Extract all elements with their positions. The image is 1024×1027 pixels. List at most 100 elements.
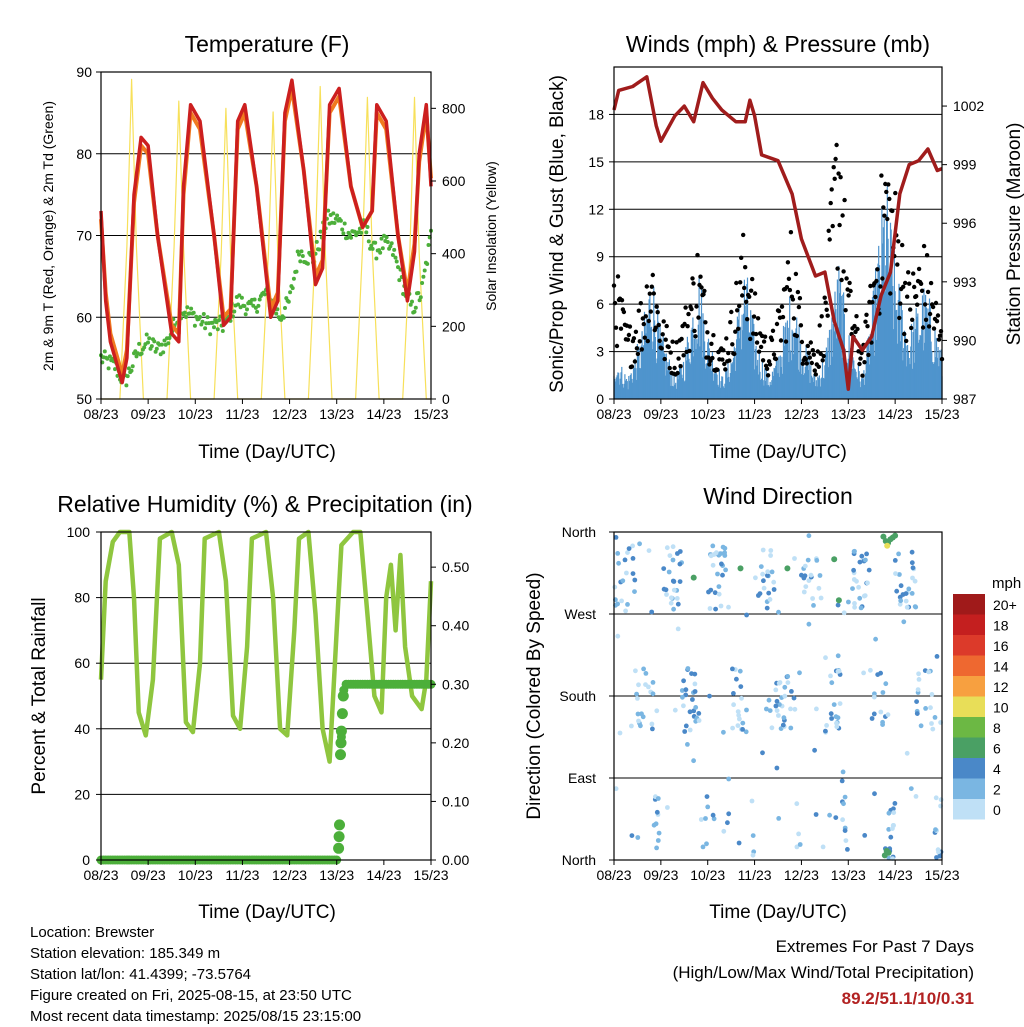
gust-point bbox=[728, 320, 733, 325]
direction-point bbox=[916, 671, 921, 677]
dewpoint-point bbox=[378, 250, 383, 255]
direction-point bbox=[812, 747, 817, 753]
gust-point bbox=[820, 358, 825, 363]
gust-point bbox=[761, 339, 767, 344]
direction-point bbox=[863, 557, 868, 563]
dewpoint-point bbox=[147, 336, 152, 341]
gust-point bbox=[692, 328, 697, 334]
direction-point bbox=[680, 694, 685, 700]
direction-point bbox=[655, 796, 661, 801]
direction-point bbox=[675, 626, 681, 632]
gust-point bbox=[747, 294, 752, 299]
direction-point bbox=[713, 606, 718, 612]
gust-point bbox=[744, 299, 749, 304]
temperature-plot bbox=[99, 78, 433, 400]
direction-point bbox=[918, 723, 924, 729]
gust-point bbox=[741, 232, 746, 238]
gust-point bbox=[734, 280, 739, 286]
gust-point bbox=[841, 269, 846, 274]
colorbar-swatch bbox=[953, 696, 985, 717]
direction-point bbox=[649, 721, 655, 727]
direction-point bbox=[683, 692, 689, 698]
dewpoint-point bbox=[237, 293, 242, 298]
dewpoint-point bbox=[215, 327, 220, 332]
direction-point bbox=[708, 553, 714, 559]
dewpoint-point bbox=[167, 336, 172, 340]
direction-point bbox=[705, 804, 711, 810]
temperature-title: Temperature (F) bbox=[185, 31, 350, 57]
colorbar-label: 14 bbox=[993, 659, 1009, 675]
direction-point bbox=[736, 840, 742, 846]
y-tick-label-right: 0.20 bbox=[442, 735, 469, 751]
gust-point bbox=[650, 272, 655, 278]
dewpoint-point bbox=[105, 356, 110, 361]
gust-point bbox=[914, 294, 919, 299]
gust-point bbox=[812, 368, 817, 373]
x-tick-label: 08/23 bbox=[596, 406, 631, 422]
colorbar-swatch bbox=[953, 758, 985, 779]
y-tick-label: West bbox=[564, 606, 596, 622]
direction-point bbox=[903, 598, 909, 604]
colorbar-swatch bbox=[953, 655, 985, 676]
y-tick-label: 50 bbox=[76, 391, 92, 407]
gust-point bbox=[633, 329, 639, 334]
gust-point bbox=[888, 291, 893, 296]
gust-point bbox=[679, 336, 684, 342]
direction-point-strong bbox=[737, 565, 744, 572]
dewpoint-point bbox=[184, 315, 188, 319]
gust-point bbox=[660, 332, 665, 337]
direction-point bbox=[908, 786, 914, 791]
direction-point bbox=[850, 586, 855, 591]
direction-point bbox=[840, 769, 846, 775]
direction-point bbox=[792, 706, 798, 712]
dewpoint-point bbox=[397, 278, 402, 283]
gust-point bbox=[666, 344, 671, 350]
direction-point bbox=[715, 571, 720, 577]
y-tick-label: 40 bbox=[74, 721, 90, 737]
gust-point bbox=[821, 353, 826, 359]
winds-xlabel: Time (Day/UTC) bbox=[709, 442, 847, 463]
gust-point bbox=[780, 314, 786, 320]
direction-point bbox=[716, 584, 722, 589]
gust-point bbox=[818, 351, 823, 356]
direction-point bbox=[654, 708, 660, 714]
dewpoint-point bbox=[243, 312, 248, 317]
direction-point bbox=[753, 575, 758, 581]
gust-point bbox=[817, 323, 822, 328]
gust-point bbox=[642, 335, 647, 340]
direction-point bbox=[696, 718, 702, 723]
dewpoint-point bbox=[299, 249, 304, 254]
dewpoint-point bbox=[107, 354, 112, 359]
y-tick-label-right: 993 bbox=[953, 274, 977, 290]
gust-point bbox=[816, 364, 821, 369]
gust-point bbox=[621, 309, 627, 315]
direction-point bbox=[862, 833, 868, 838]
gust-point bbox=[924, 253, 930, 258]
x-tick-label: 15/23 bbox=[413, 867, 448, 883]
dewpoint-point bbox=[210, 320, 215, 325]
station-info: Location: Brewster Station elevation: 18… bbox=[30, 922, 361, 1027]
direction-point bbox=[749, 798, 755, 804]
gust-point bbox=[846, 293, 851, 298]
direction-point bbox=[785, 674, 791, 679]
direction-point bbox=[805, 557, 811, 563]
direction-point bbox=[896, 551, 901, 557]
temperature-y-ticks: 50 60 70 80 90 bbox=[76, 64, 101, 407]
direction-point-strong bbox=[892, 532, 899, 539]
direction-point bbox=[828, 673, 833, 679]
humidity-frame bbox=[100, 531, 432, 861]
direction-point bbox=[721, 828, 727, 834]
direction-point bbox=[936, 849, 941, 855]
direction-point bbox=[934, 654, 940, 659]
gust-point bbox=[754, 340, 760, 345]
dewpoint-point bbox=[413, 305, 418, 310]
direction-point bbox=[736, 712, 742, 718]
x-tick-label: 14/23 bbox=[366, 867, 401, 883]
dewpoint-point bbox=[201, 312, 206, 316]
gust-point bbox=[826, 228, 831, 233]
direction-point bbox=[740, 727, 745, 732]
direction-point bbox=[633, 668, 638, 674]
direction-point bbox=[677, 549, 683, 554]
gust-point bbox=[895, 262, 900, 267]
gust-point bbox=[626, 332, 632, 338]
